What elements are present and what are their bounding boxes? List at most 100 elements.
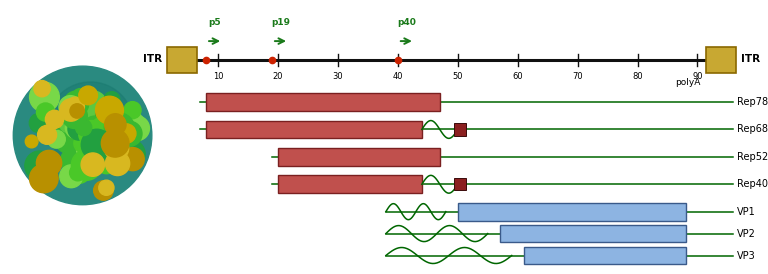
- FancyBboxPatch shape: [167, 47, 197, 73]
- Circle shape: [107, 101, 120, 114]
- Text: 70: 70: [572, 72, 583, 81]
- Circle shape: [91, 117, 115, 142]
- Circle shape: [96, 106, 113, 123]
- Circle shape: [60, 115, 78, 133]
- Circle shape: [83, 116, 107, 140]
- Circle shape: [36, 103, 55, 121]
- Text: 80: 80: [632, 72, 643, 81]
- Circle shape: [61, 97, 81, 116]
- Text: VP3: VP3: [737, 250, 756, 261]
- Circle shape: [61, 130, 87, 155]
- Circle shape: [95, 96, 124, 124]
- FancyBboxPatch shape: [454, 178, 466, 190]
- FancyBboxPatch shape: [458, 203, 686, 221]
- Circle shape: [34, 81, 50, 97]
- Text: 10: 10: [213, 72, 223, 81]
- Circle shape: [94, 181, 113, 200]
- Text: p19: p19: [271, 18, 290, 27]
- Circle shape: [104, 114, 126, 135]
- Circle shape: [78, 162, 91, 176]
- Circle shape: [104, 92, 120, 108]
- Circle shape: [29, 82, 59, 112]
- Circle shape: [81, 115, 96, 131]
- Text: VP2: VP2: [737, 229, 756, 239]
- Circle shape: [79, 86, 98, 105]
- FancyBboxPatch shape: [278, 148, 440, 166]
- Text: Rep68: Rep68: [737, 124, 768, 135]
- Circle shape: [122, 111, 136, 125]
- Circle shape: [70, 104, 84, 118]
- FancyBboxPatch shape: [278, 175, 422, 193]
- Circle shape: [78, 115, 101, 136]
- Circle shape: [115, 139, 145, 170]
- Circle shape: [82, 145, 104, 166]
- Text: p5: p5: [208, 18, 221, 27]
- Circle shape: [66, 158, 91, 183]
- Circle shape: [72, 89, 88, 105]
- Circle shape: [41, 151, 58, 169]
- Circle shape: [59, 96, 82, 119]
- Circle shape: [114, 132, 139, 156]
- Text: ITR: ITR: [144, 54, 163, 64]
- Circle shape: [119, 137, 137, 154]
- Circle shape: [70, 165, 86, 181]
- Circle shape: [96, 153, 117, 174]
- Circle shape: [63, 134, 82, 153]
- Circle shape: [71, 150, 101, 180]
- Circle shape: [64, 91, 89, 116]
- FancyBboxPatch shape: [500, 225, 686, 242]
- Circle shape: [25, 151, 55, 181]
- Circle shape: [25, 135, 38, 148]
- Circle shape: [68, 118, 90, 140]
- FancyBboxPatch shape: [206, 121, 422, 138]
- Text: 20: 20: [273, 72, 283, 81]
- Circle shape: [94, 143, 115, 165]
- Text: polyA: polyA: [675, 78, 700, 87]
- Circle shape: [81, 129, 112, 160]
- Circle shape: [51, 113, 79, 142]
- Circle shape: [78, 121, 105, 147]
- Text: Rep40: Rep40: [737, 179, 768, 189]
- Circle shape: [124, 106, 141, 122]
- Circle shape: [66, 97, 84, 116]
- Circle shape: [38, 125, 57, 144]
- Circle shape: [77, 142, 93, 158]
- Text: ITR: ITR: [741, 54, 760, 64]
- Circle shape: [76, 135, 104, 162]
- FancyBboxPatch shape: [707, 47, 737, 73]
- Circle shape: [75, 119, 91, 136]
- Circle shape: [125, 116, 150, 141]
- Text: VP1: VP1: [737, 207, 756, 217]
- Circle shape: [81, 153, 104, 176]
- Circle shape: [105, 151, 130, 176]
- FancyBboxPatch shape: [454, 123, 466, 136]
- Text: 30: 30: [333, 72, 343, 81]
- Circle shape: [45, 110, 64, 129]
- Circle shape: [62, 103, 88, 129]
- Circle shape: [29, 164, 58, 193]
- Circle shape: [29, 113, 48, 133]
- Text: 90: 90: [692, 72, 703, 81]
- Text: 60: 60: [512, 72, 523, 81]
- Circle shape: [55, 125, 84, 154]
- Circle shape: [65, 117, 87, 139]
- Circle shape: [77, 91, 108, 121]
- FancyBboxPatch shape: [206, 93, 440, 111]
- Circle shape: [13, 66, 152, 205]
- Circle shape: [64, 100, 90, 126]
- Circle shape: [99, 180, 114, 195]
- Circle shape: [104, 136, 129, 160]
- Text: 40: 40: [392, 72, 403, 81]
- Circle shape: [121, 148, 144, 171]
- Circle shape: [124, 102, 141, 119]
- Text: p40: p40: [397, 18, 415, 27]
- Circle shape: [61, 149, 83, 172]
- Circle shape: [48, 130, 65, 148]
- Circle shape: [74, 133, 94, 153]
- Circle shape: [104, 113, 134, 143]
- Circle shape: [71, 119, 88, 135]
- Text: Rep78: Rep78: [737, 97, 768, 107]
- Circle shape: [63, 125, 91, 153]
- Circle shape: [60, 99, 82, 121]
- Circle shape: [117, 121, 142, 146]
